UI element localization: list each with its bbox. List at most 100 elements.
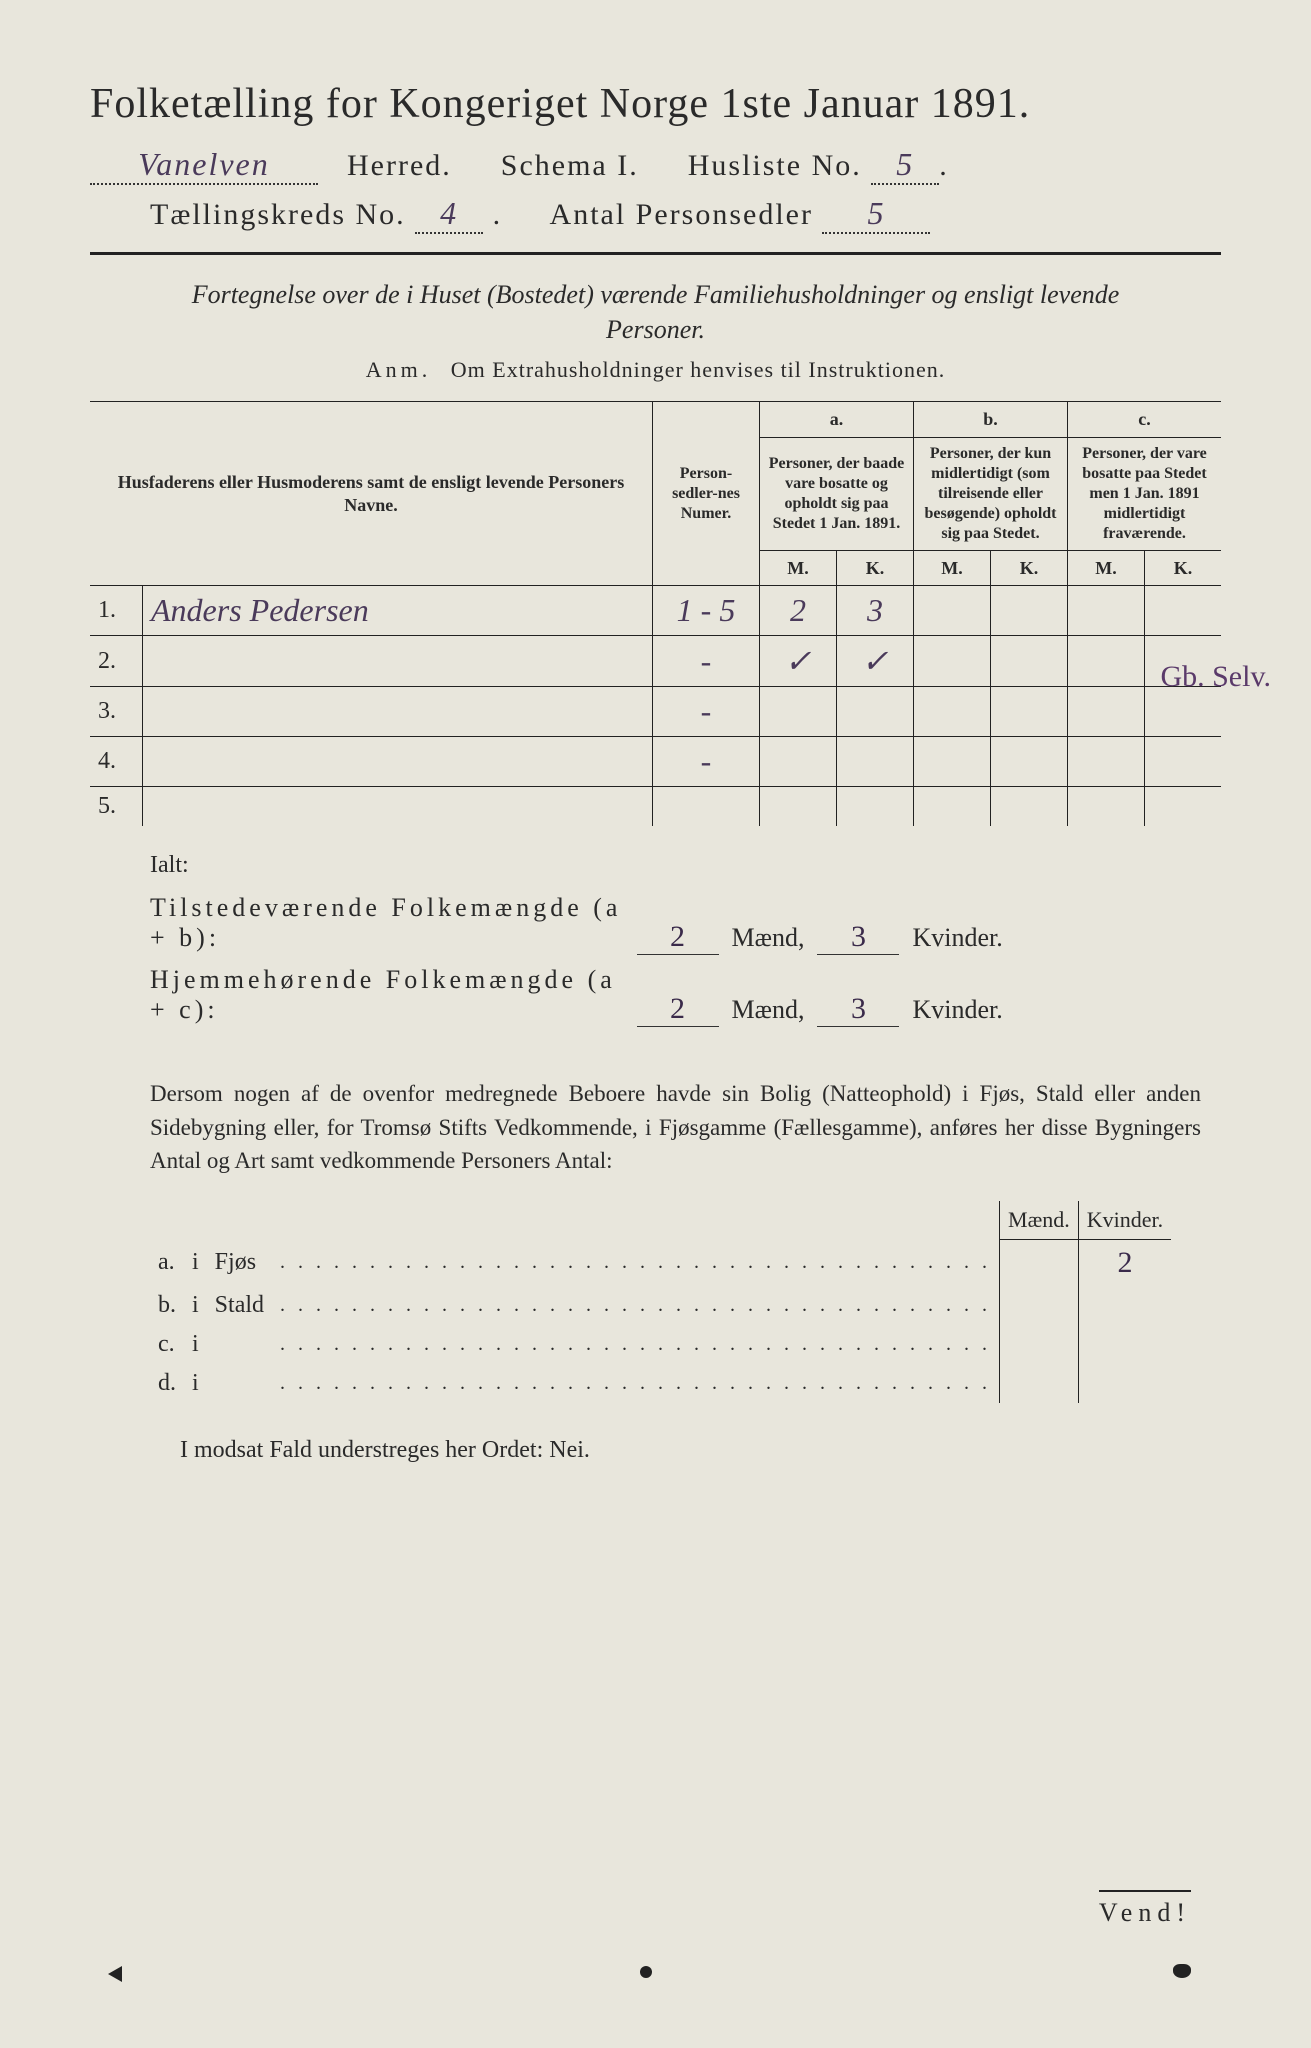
antal-value: 5 [822, 195, 930, 234]
census-table: Husfaderens eller Husmoderens samt de en… [90, 401, 1221, 826]
maend-label-2: Mænd, [732, 995, 805, 1024]
a-m [760, 687, 837, 737]
anm-text: Om Extrahusholdninger henvises til Instr… [451, 357, 945, 382]
b-m [914, 737, 991, 787]
b-label: Fjøs [207, 1240, 272, 1287]
corner-mark-mid-icon [640, 1966, 652, 1978]
kvinder-label-2: Kvinder. [912, 995, 1002, 1024]
ialt-row2-label: Hjemmehørende Folkemængde (a + c): [150, 965, 630, 1025]
divider [90, 252, 1221, 255]
ialt-label: Ialt: [150, 852, 1221, 879]
b-k [991, 787, 1068, 827]
ialt-row-2: Hjemmehørende Folkemængde (a + c): 2 Mæn… [150, 965, 1221, 1027]
header-line-1: Vanelven Herred. Schema I. Husliste No. … [90, 146, 1221, 185]
maend-label: Mænd, [732, 923, 805, 952]
herred-value: Vanelven [90, 146, 318, 185]
census-form-page: Folketælling for Kongeriget Norge 1ste J… [0, 0, 1311, 2048]
schema-label: Schema I. [501, 149, 639, 182]
b-letter: d. [150, 1364, 184, 1403]
ialt-row1-label: Tilstedeværende Folkemængde (a + b): [150, 893, 630, 953]
b-k: K. [991, 550, 1068, 586]
c-m [1068, 636, 1145, 687]
col-person-header: Person-sedler-nes Numer. [653, 402, 760, 586]
col-c-label: c. [1068, 402, 1222, 438]
c-k [1145, 737, 1222, 787]
b-i: i [184, 1240, 207, 1287]
ialt-r1-k: 3 [817, 920, 899, 955]
name-cell [143, 787, 653, 827]
a-m: M. [760, 550, 837, 586]
name-cell [143, 636, 653, 687]
table-row: 4. - [90, 737, 1221, 787]
b-kvinder-val [1078, 1364, 1171, 1403]
a-m: ✓ [760, 636, 837, 687]
subtitle: Fortegnelse over de i Huset (Bostedet) v… [150, 277, 1161, 347]
c-m [1068, 737, 1145, 787]
row-number: 4. [90, 737, 143, 787]
buildings-table: Mænd. Kvinder. a.iFjøs . . . . . . . . .… [150, 1201, 1171, 1403]
b-maend-val [1000, 1240, 1079, 1287]
buildings-paragraph: Dersom nogen af de ovenfor medregnede Be… [150, 1077, 1201, 1177]
b-i: i [184, 1364, 207, 1403]
col-a-label: a. [760, 402, 914, 438]
a-k: ✓ [837, 636, 914, 687]
name-cell: Anders Pedersen [143, 586, 653, 636]
c-m [1068, 787, 1145, 827]
b-maend-val [1000, 1364, 1079, 1403]
table-row: 3.- [90, 687, 1221, 737]
person-num: - [653, 636, 760, 687]
a-k: 3 [837, 586, 914, 636]
a-m [760, 787, 837, 827]
page-title: Folketælling for Kongeriget Norge 1ste J… [90, 80, 1221, 128]
c-k [1145, 586, 1222, 636]
a-k [837, 787, 914, 827]
table-row: 1.Anders Pedersen1 - 523 [90, 586, 1221, 636]
b-k [991, 586, 1068, 636]
row-number: 3. [90, 687, 143, 737]
b-dots: . . . . . . . . . . . . . . . . . . . . … [272, 1286, 1000, 1325]
anm-line: Anm. Om Extrahusholdninger henvises til … [90, 357, 1221, 383]
col-a-text: Personer, der baade vare bosatte og opho… [760, 437, 914, 550]
b-dots: . . . . . . . . . . . . . . . . . . . . … [272, 1364, 1000, 1403]
col-b-text: Personer, der kun midlertidigt (som tilr… [914, 437, 1068, 550]
b-dots: . . . . . . . . . . . . . . . . . . . . … [272, 1240, 1000, 1287]
b-m [914, 586, 991, 636]
building-row: c.i . . . . . . . . . . . . . . . . . . … [150, 1325, 1171, 1364]
ialt-r1-m: 2 [637, 920, 719, 955]
b-m [914, 687, 991, 737]
b-k [991, 687, 1068, 737]
a-k [837, 737, 914, 787]
b-label: Stald [207, 1286, 272, 1325]
c-k: K. [1145, 550, 1222, 586]
b-kvinder-val [1078, 1286, 1171, 1325]
c-m [1068, 687, 1145, 737]
b-letter: c. [150, 1325, 184, 1364]
vend-label: Vend! [1099, 1890, 1191, 1928]
nei-line: I modsat Fald understreges her Ordet: Ne… [180, 1437, 1221, 1464]
table-row: 5. [90, 787, 1221, 827]
building-row: b.iStald . . . . . . . . . . . . . . . .… [150, 1286, 1171, 1325]
corner-mark-right-icon [1173, 1964, 1191, 1978]
col-c-text: Personer, der vare bosatte paa Stedet me… [1068, 437, 1222, 550]
b-k [991, 636, 1068, 687]
margin-note: Gb. Selv. [1160, 660, 1271, 694]
husliste-label: Husliste No. [688, 149, 862, 182]
ialt-r2-k: 3 [817, 992, 899, 1027]
kreds-label: Tællingskreds No. [150, 198, 406, 231]
b-kvinder-val [1078, 1325, 1171, 1364]
b-letter: a. [150, 1240, 184, 1287]
b-dots: . . . . . . . . . . . . . . . . . . . . … [272, 1325, 1000, 1364]
row-number: 1. [90, 586, 143, 636]
person-num [653, 787, 760, 827]
person-num: - [653, 737, 760, 787]
a-m: 2 [760, 586, 837, 636]
row-number: 5. [90, 787, 143, 827]
b-m [914, 787, 991, 827]
b-kvinder-val: 2 [1078, 1240, 1171, 1287]
b-m [914, 636, 991, 687]
b-label [207, 1325, 272, 1364]
corner-mark-left-icon [108, 1966, 122, 1982]
b-kvinder: Kvinder. [1078, 1201, 1171, 1240]
c-k [1145, 787, 1222, 827]
b-i: i [184, 1286, 207, 1325]
